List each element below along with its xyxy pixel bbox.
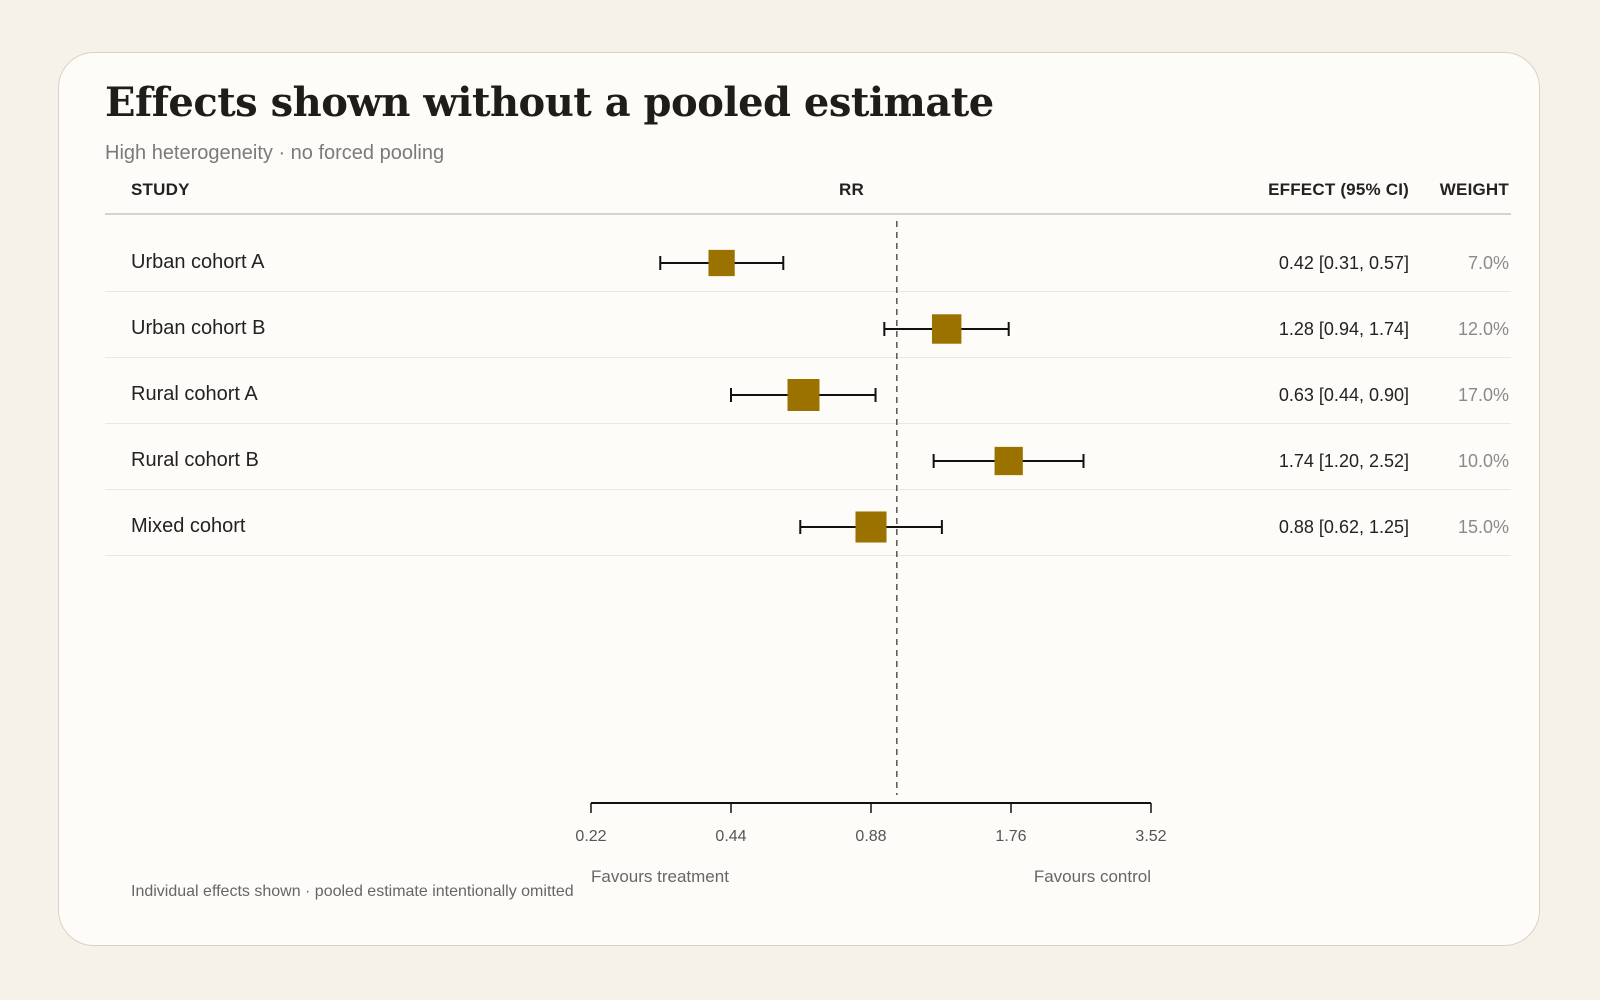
- study-label: Urban cohort B: [131, 317, 266, 339]
- effect-value: 0.42 [0.31, 0.57]: [1278, 253, 1409, 273]
- footnote: Individual effects shown · pooled estima…: [131, 883, 574, 900]
- study-label: Urban cohort A: [131, 251, 265, 273]
- x-tick-label: 3.52: [1135, 828, 1166, 845]
- row-divider: [105, 423, 1511, 424]
- study-label: Mixed cohort: [131, 515, 246, 537]
- forest-plot: 0.22 0.44 0.88 1.76 3.52 Favours treatment Fav…: [575, 221, 1167, 886]
- effect-value: 0.88 [0.62, 1.25]: [1278, 517, 1409, 537]
- chart-title: Effects shown without a pooled estimate: [105, 79, 994, 126]
- effect-marker: [931, 314, 962, 344]
- rr-column-header: RR: [839, 180, 864, 199]
- weight-value: 12.0%: [1457, 319, 1509, 339]
- row-divider: [105, 489, 1511, 490]
- favours-treatment-label: Favours treatment: [591, 867, 729, 886]
- header-divider: [105, 213, 1511, 215]
- effect-value: 1.28 [0.94, 1.74]: [1278, 319, 1409, 339]
- row-divider: [105, 291, 1511, 292]
- x-tick-label: 0.44: [715, 828, 746, 845]
- row-divider: [105, 357, 1511, 358]
- study-column-header: STUDY: [131, 180, 190, 199]
- row-divider: [105, 555, 1511, 556]
- weight-value: 15.0%: [1457, 517, 1509, 537]
- weight-value: 10.0%: [1457, 451, 1509, 471]
- chart-card: Effects shown without a pooled estimate …: [58, 52, 1540, 946]
- study-label: Rural cohort A: [131, 383, 258, 405]
- effect-value: 1.74 [1.20, 2.52]: [1278, 451, 1409, 471]
- effect-marker: [708, 249, 735, 277]
- weight-value: 17.0%: [1457, 385, 1509, 405]
- effect-marker: [994, 446, 1023, 476]
- weight-value: 7.0%: [1467, 253, 1509, 273]
- effect-marker: [855, 511, 887, 543]
- chart-subtitle: High heterogeneity · no forced pooling: [105, 142, 445, 164]
- effect-marker: [787, 379, 820, 411]
- effect-column-header: EFFECT (95% CI): [1268, 180, 1409, 199]
- effect-value: 0.63 [0.44, 0.90]: [1278, 385, 1409, 405]
- x-tick-label: 1.76: [995, 828, 1026, 845]
- favours-control-label: Favours control: [1034, 867, 1151, 886]
- weight-column-header: WEIGHT: [1439, 180, 1509, 199]
- study-label: Rural cohort B: [131, 449, 259, 471]
- x-tick-label: 0.88: [855, 828, 886, 845]
- x-tick-label: 0.22: [575, 828, 606, 845]
